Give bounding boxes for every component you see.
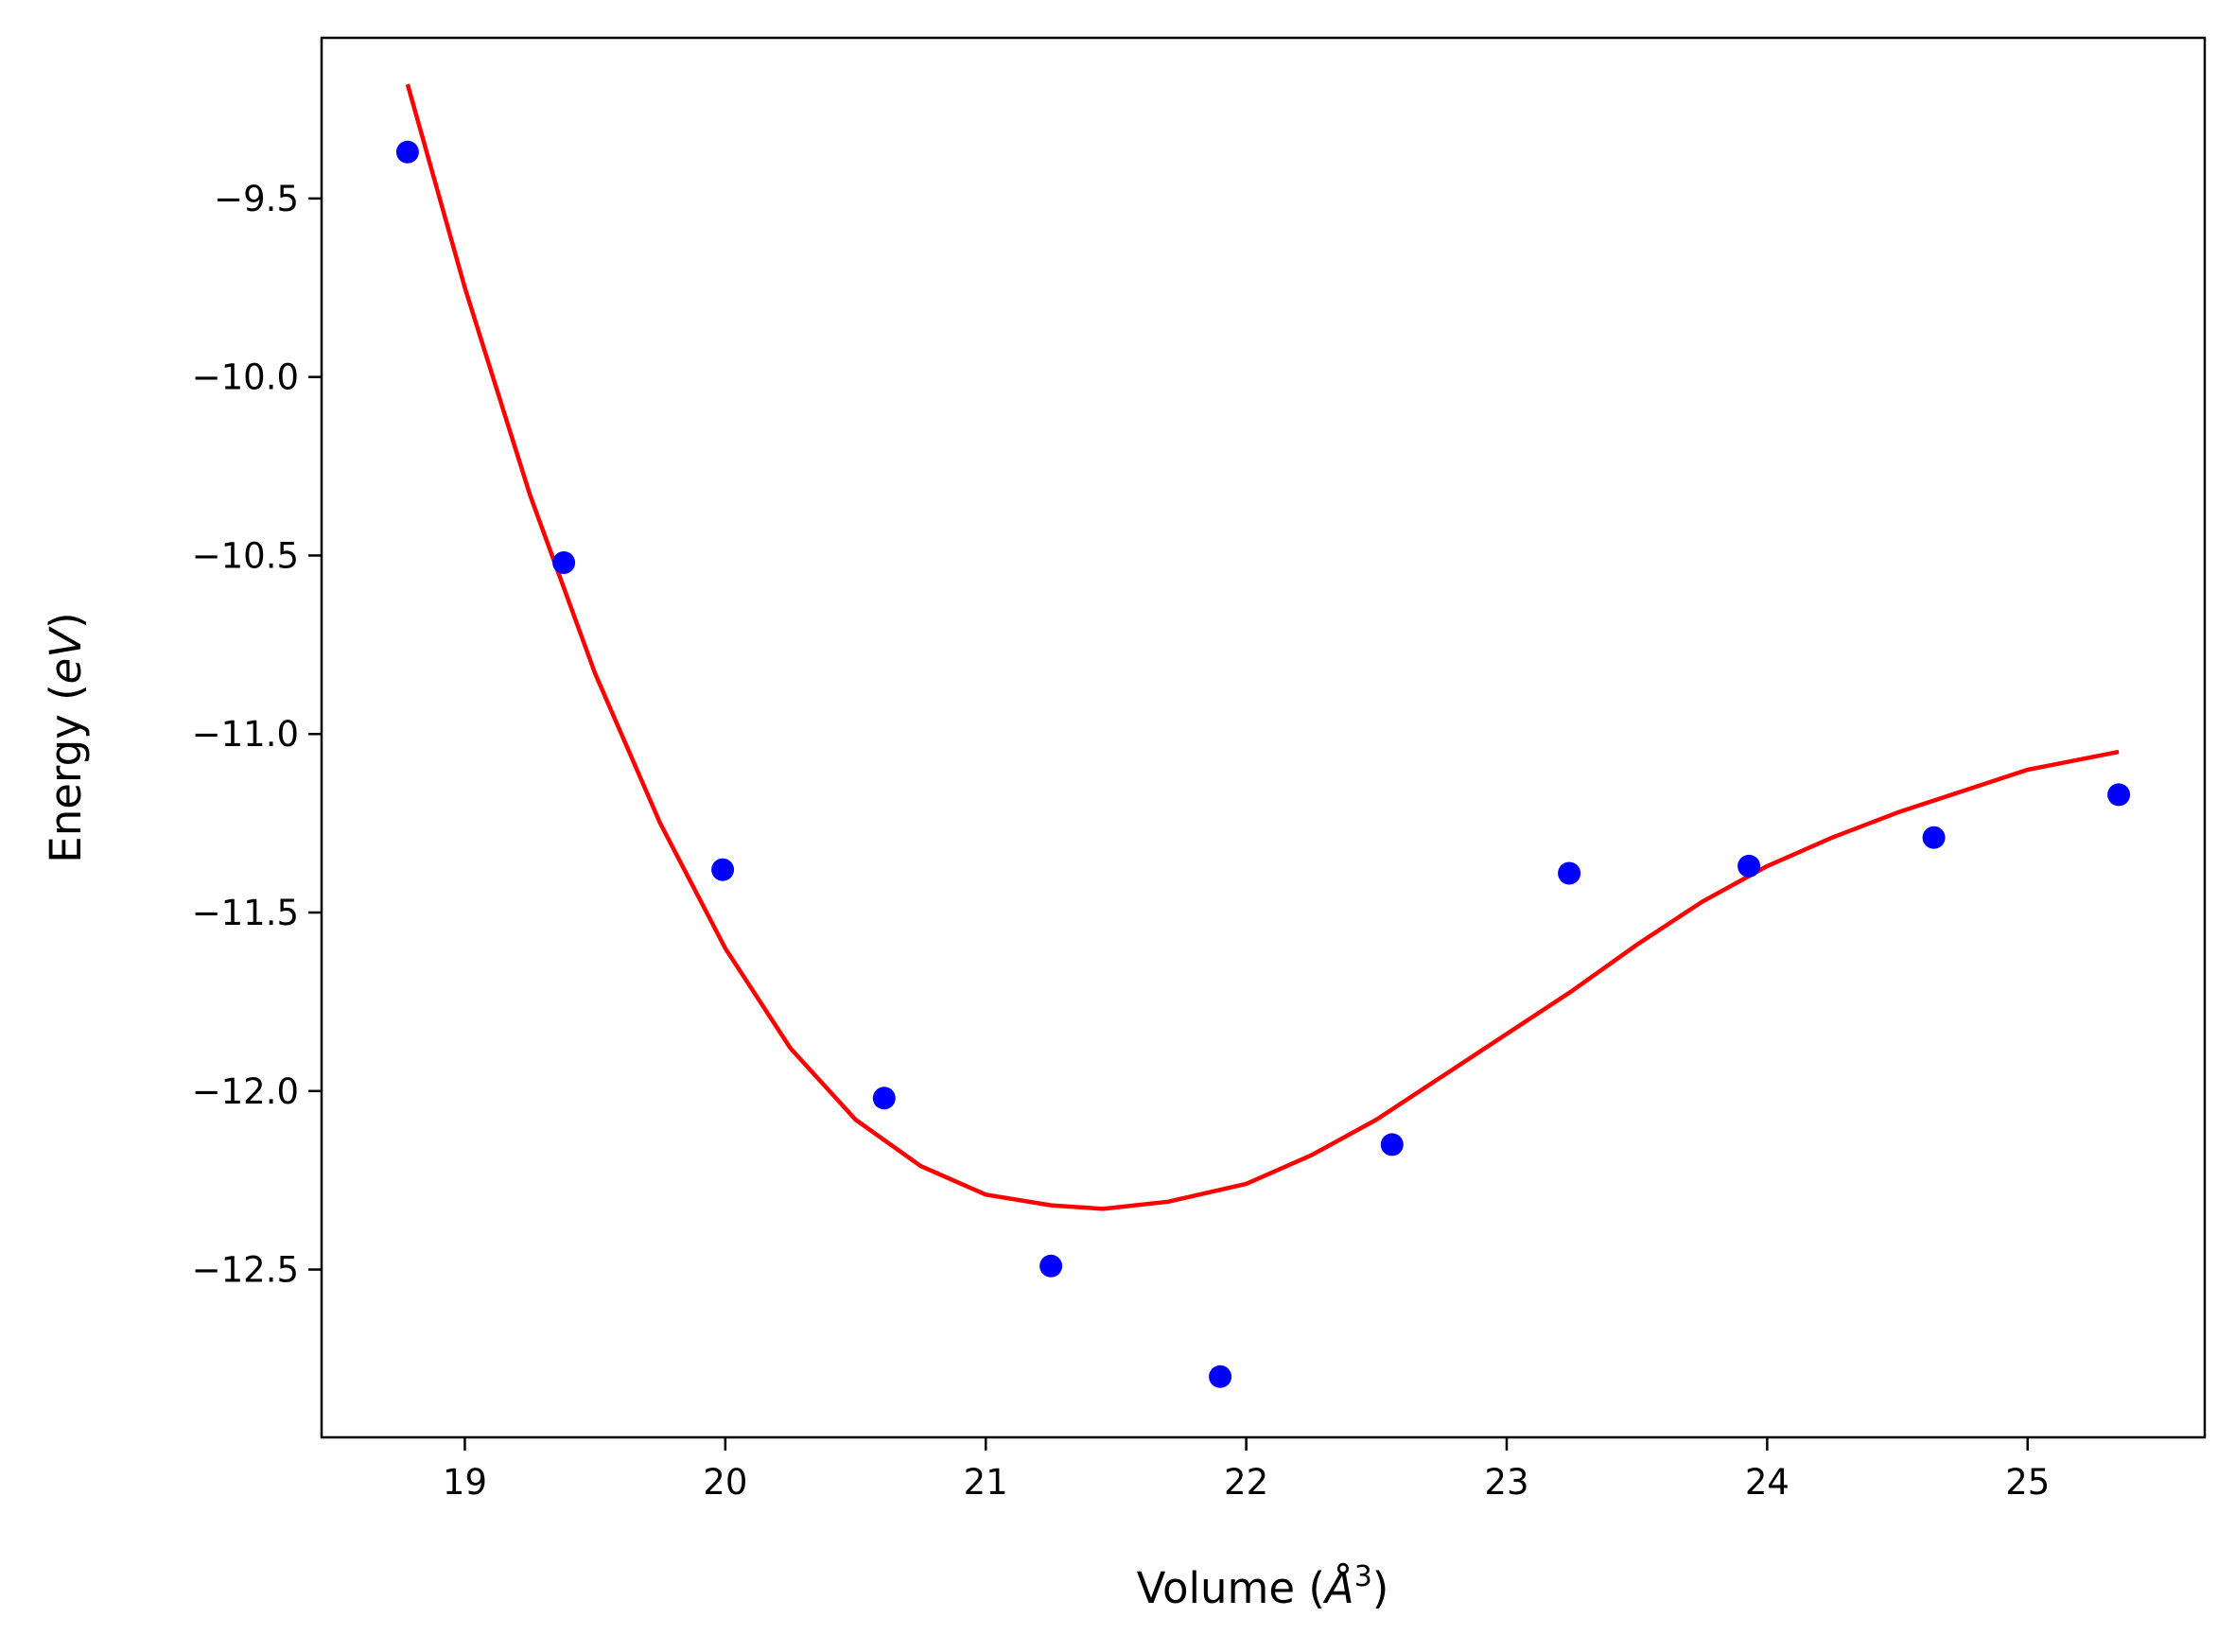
data-point [1737,854,1761,878]
y-tick-label: −12.0 [192,1071,299,1112]
y-tick-label: −10.5 [192,535,299,576]
data-point [552,551,576,574]
data-point [1380,1133,1404,1156]
data-point [1922,826,1946,849]
fit-curve [405,83,2120,1211]
x-tick-label: 24 [1745,1462,1790,1503]
axis-ticks: 19 20 21 22 23 24 25 −9.5 −10.0 −10.5 −11.0 −11.5 −1… [192,179,2051,1503]
x-tick-label: 20 [703,1462,747,1503]
data-point [1039,1254,1063,1278]
y-tick-label: −11.0 [192,714,299,755]
x-tick-label: 19 [443,1462,487,1503]
x-tick-label: 21 [964,1462,1008,1503]
axes-frame [320,36,2207,1439]
y-tick-label: −10.0 [192,357,299,398]
x-tick-label: 22 [1224,1462,1268,1503]
x-axis-label: Volume (Å3) [1137,1560,1389,1613]
y-tick-label: −12.5 [192,1250,299,1291]
y-axis-label: Energy (eV) [41,612,91,862]
x-tick-label: 23 [1484,1462,1528,1503]
data-point [1209,1365,1232,1388]
data-point [1558,861,1581,885]
data-point [2107,783,2131,807]
y-tick-label: −11.5 [192,893,299,933]
x-tick-label: 25 [2005,1462,2050,1503]
data-point [872,1087,896,1110]
y-tick-label: −9.5 [214,179,299,219]
data-point [395,140,419,164]
plot-area [395,83,2131,1388]
data-point [711,858,735,881]
